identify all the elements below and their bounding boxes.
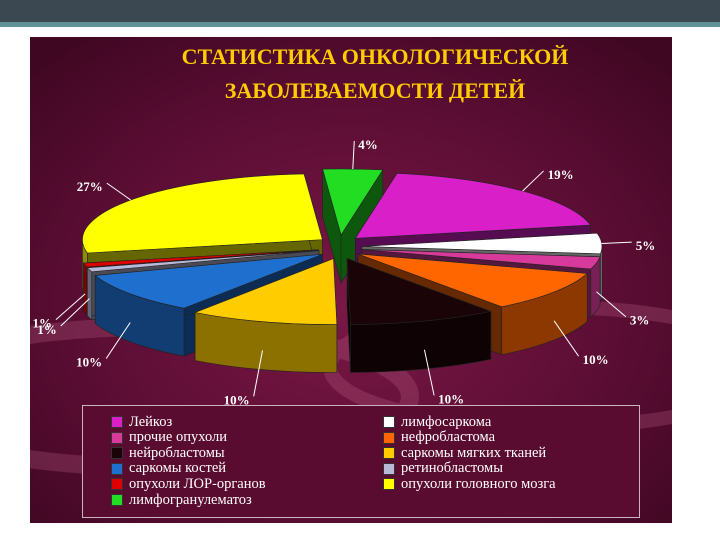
- slice-label-1: 5%: [636, 238, 656, 253]
- legend-swatch: [111, 494, 123, 506]
- slice-label-8: 1%: [32, 316, 52, 331]
- legend-label: нефробластома: [401, 429, 496, 446]
- legend-label: прочие опухоли: [129, 429, 228, 446]
- legend-label: нейробластомы: [129, 444, 225, 461]
- legend-swatch: [383, 431, 395, 444]
- legend-label: Лейкоз: [129, 413, 173, 430]
- legend-swatch: [383, 416, 395, 428]
- slice-leader-line-9: [106, 182, 132, 201]
- slice-leader-line-10: [352, 141, 355, 170]
- slice-label-9: 27%: [77, 179, 103, 194]
- legend-swatch: [111, 462, 123, 475]
- pie-chart: СТАТИСТИКА ОНКОЛОГИЧЕСКОЙ ЗАБОЛЕВАЕМОСТИ…: [30, 37, 672, 523]
- legend-swatch: [111, 447, 123, 460]
- slide-canvas: СТАТИСТИКА ОНКОЛОГИЧЕСКОЙ ЗАБОЛЕВАЕМОСТИ…: [30, 37, 672, 523]
- legend-item: саркомы костей: [111, 460, 227, 477]
- slide-accent-stripe: [0, 22, 720, 27]
- slice-leader-line-8: [55, 293, 86, 320]
- chart-title-line2: ЗАБОЛЕВАЕМОСТИ ДЕТЕЙ: [225, 78, 525, 103]
- legend-label: лимфогранулематоз: [129, 491, 252, 508]
- legend-swatch: [111, 416, 123, 428]
- slice-leader-line-1: [601, 241, 632, 244]
- pie-slice-4: [346, 258, 492, 373]
- legend-swatch: [383, 462, 395, 475]
- legend-item: ретинобластомы: [383, 460, 503, 477]
- slice-leader-line-2: [596, 291, 627, 318]
- legend-label: саркомы мягких тканей: [401, 444, 547, 461]
- slice-label-3: 10%: [583, 352, 609, 367]
- slice-leader-line-7: [60, 298, 90, 327]
- slice-label-4: 10%: [438, 391, 464, 406]
- slice-label-0: 19%: [548, 167, 574, 182]
- slice-leader-line-0: [522, 170, 544, 192]
- chart-legend: Лейкоз прочие опухоли нейробластомы саркомы…: [82, 405, 640, 518]
- legend-item: нейробластомы: [111, 445, 225, 461]
- legend-item: опухоли головного мозга: [383, 476, 556, 492]
- legend-item: саркомы мягких тканей: [383, 445, 546, 461]
- legend-label: ретинобластомы: [401, 460, 503, 477]
- legend-swatch: [383, 447, 395, 460]
- legend-item: лимфосаркома: [383, 414, 491, 430]
- slice-label-10: 4%: [358, 137, 378, 152]
- legend-item: лимфогранулематоз: [111, 492, 252, 508]
- legend-item: Лейкоз: [111, 414, 172, 430]
- pie-slice-5: [194, 258, 338, 373]
- legend-swatch: [111, 478, 123, 491]
- slice-label-5: 10%: [224, 392, 250, 407]
- chart-title-line1: СТАТИСТИКА ОНКОЛОГИЧЕСКОЙ: [182, 44, 569, 69]
- legend-swatch: [383, 478, 395, 491]
- slice-leader-line-4: [423, 349, 435, 396]
- legend-label: опухоли головного мозга: [401, 475, 556, 492]
- legend-swatch: [111, 431, 123, 444]
- legend-item: опухоли ЛОР-органов: [111, 476, 266, 492]
- slice-leader-line-5: [253, 350, 264, 397]
- slice-label-7: 1%: [37, 322, 57, 337]
- slice-leader-line-3: [553, 320, 580, 357]
- legend-label: лимфосаркома: [401, 413, 492, 430]
- legend-item: прочие опухоли: [111, 429, 228, 446]
- slice-leader-line-6: [105, 322, 131, 359]
- legend-label: опухоли ЛОР-органов: [129, 475, 266, 492]
- legend-label: саркомы костей: [129, 460, 227, 477]
- slice-label-6: 10%: [76, 355, 102, 370]
- legend-item: нефробластома: [383, 429, 496, 446]
- slice-label-2: 3%: [630, 313, 650, 328]
- slide-top-bar: [0, 0, 720, 22]
